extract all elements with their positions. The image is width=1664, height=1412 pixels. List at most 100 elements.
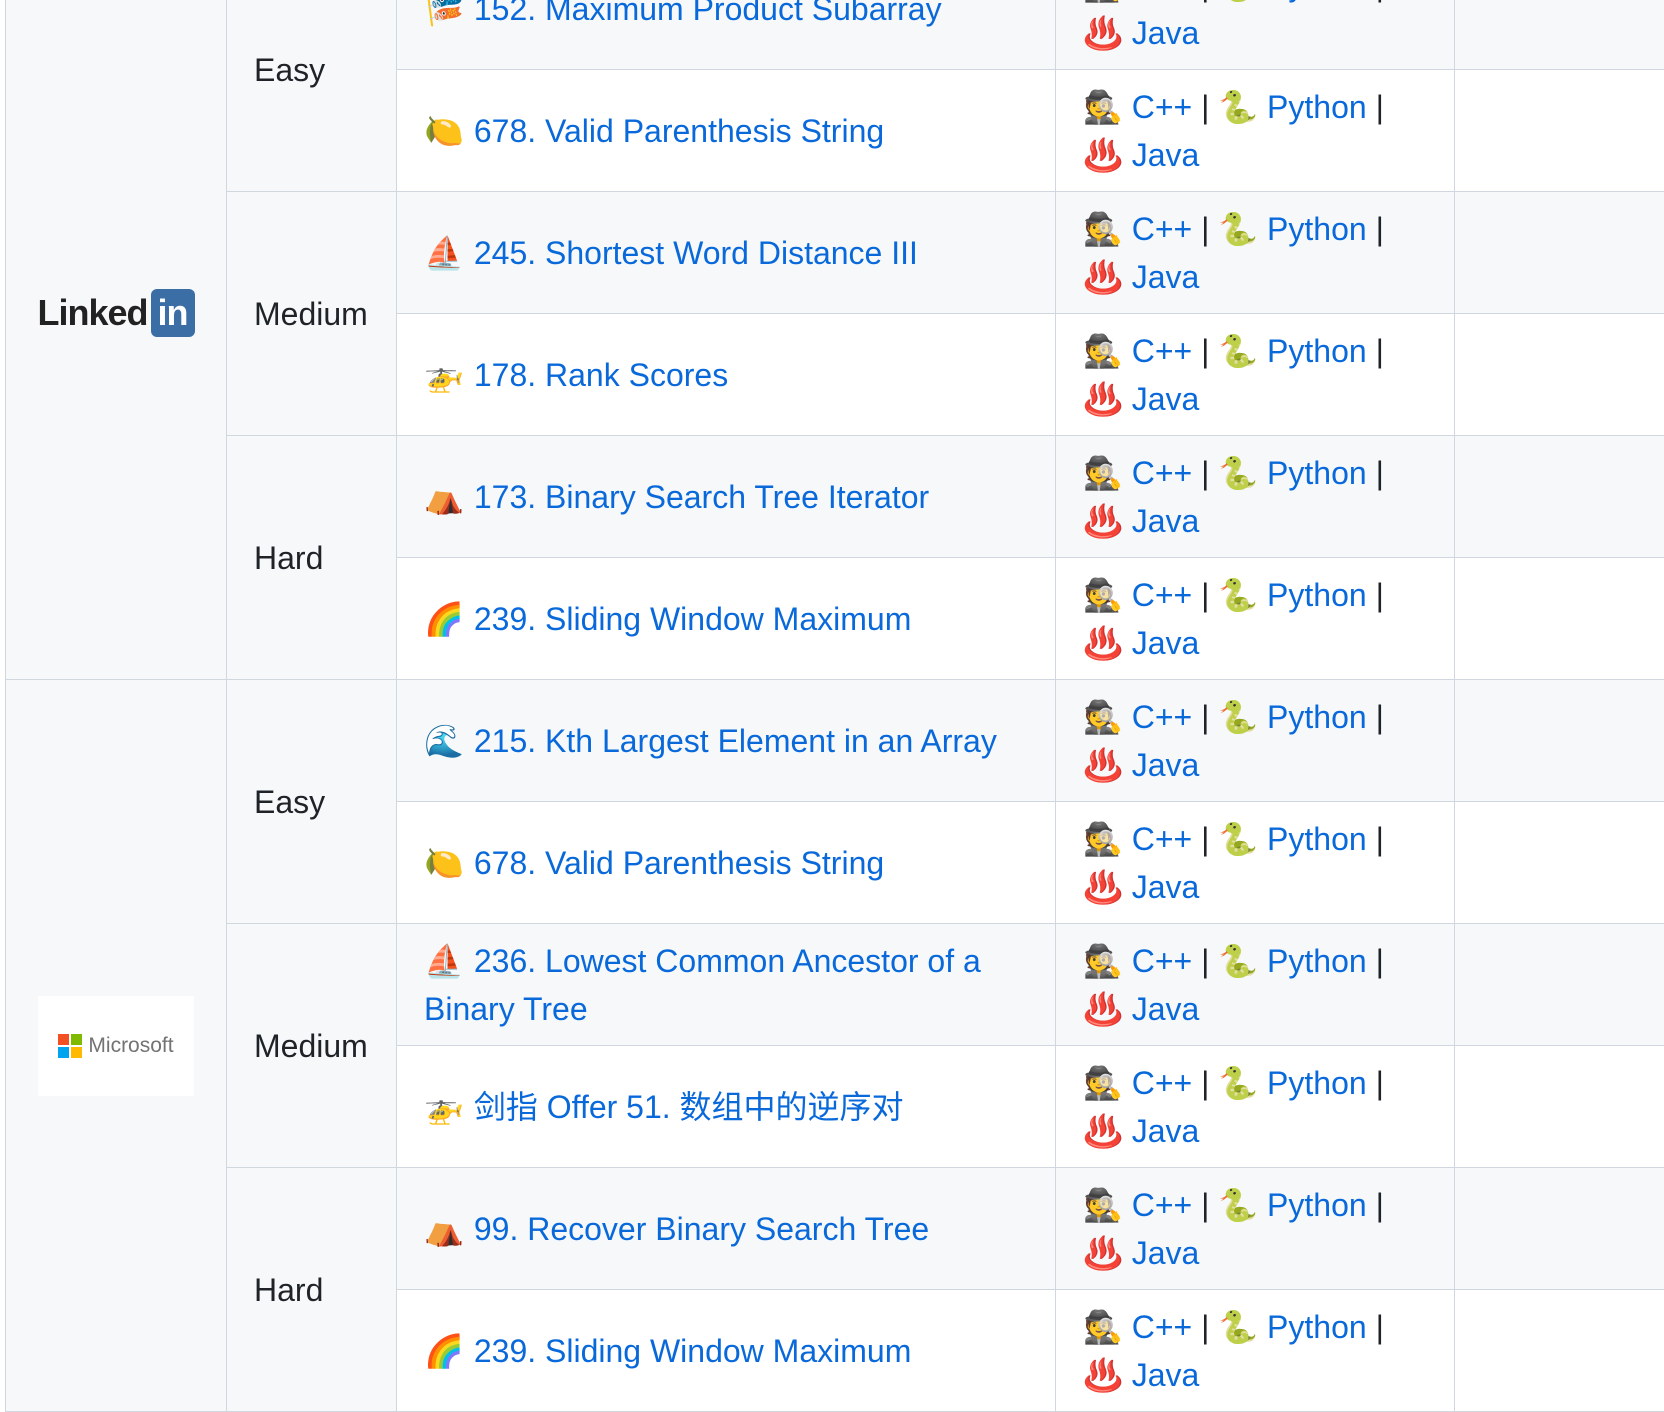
language-link[interactable]: C++ [1132, 1309, 1192, 1345]
language-icon: ♨️ [1083, 381, 1123, 417]
problem-link[interactable]: 678. Valid Parenthesis String [474, 113, 884, 149]
separator: | [1376, 1065, 1384, 1101]
problem-link[interactable]: 678. Valid Parenthesis String [474, 845, 884, 881]
problem-link[interactable]: 236. Lowest Common Ancestor of a Binary … [424, 943, 981, 1027]
problem-link[interactable]: 剑指 Offer 51. 数组中的逆序对 [474, 1089, 904, 1125]
language-icon: 🕵️ [1083, 89, 1123, 125]
problem-icon: ⛺ [424, 1211, 464, 1247]
language-link[interactable]: Python [1267, 699, 1367, 735]
problem-cell: 🌈239. Sliding Window Maximum [397, 1290, 1056, 1412]
language-link[interactable]: C++ [1132, 1065, 1192, 1101]
separator: | [1201, 821, 1209, 857]
language-link[interactable]: C++ [1132, 943, 1192, 979]
level-cell: Medium [227, 192, 397, 436]
separator: | [1201, 0, 1209, 3]
language-link[interactable]: C++ [1132, 0, 1192, 3]
problem-link[interactable]: 215. Kth Largest Element in an Array [474, 723, 997, 759]
language-icon: 🐍 [1218, 455, 1258, 491]
language-link[interactable]: C++ [1132, 577, 1192, 613]
problem-link[interactable]: 99. Recover Binary Search Tree [474, 1211, 929, 1247]
problem-cell: 🚁 178. Rank Scores [397, 314, 1056, 436]
problem-icon: ⛵ [424, 943, 464, 979]
language-link[interactable]: Java [1132, 15, 1200, 51]
level-cell: Medium [227, 924, 397, 1168]
level: Easy [254, 784, 325, 820]
logo-square [58, 1034, 69, 1045]
language-link[interactable]: Java [1132, 991, 1200, 1027]
logo-square [71, 1034, 82, 1045]
level-cell: Easy [227, 680, 397, 924]
level-cell: Hard [227, 436, 397, 680]
language-link[interactable]: Java [1132, 259, 1200, 295]
language-link[interactable]: Java [1132, 869, 1200, 905]
separator: | [1201, 333, 1209, 369]
language-link[interactable]: Python [1267, 577, 1367, 613]
language-link[interactable]: C++ [1132, 699, 1192, 735]
problem-link[interactable]: 239. Sliding Window Maximum [474, 1333, 912, 1369]
language-icon: ♨️ [1083, 259, 1123, 295]
language-icon: 🐍 [1218, 943, 1258, 979]
separator: | [1376, 577, 1384, 613]
language-link[interactable]: Python [1267, 1187, 1367, 1223]
level: Hard [254, 540, 323, 576]
empty-cell [1455, 1046, 1664, 1168]
language-icon: ♨️ [1083, 503, 1123, 539]
language-icon: 🐍 [1218, 699, 1258, 735]
language-link[interactable]: Python [1267, 455, 1367, 491]
problem-link[interactable]: 239. Sliding Window Maximum [474, 601, 912, 637]
problem-icon: 🌊 [424, 723, 464, 759]
separator: | [1201, 89, 1209, 125]
language-link[interactable]: Python [1267, 0, 1367, 3]
problem-icon: 🚁 [424, 357, 464, 393]
solution-cell: 🕵️ C++ | 🐍 Python | ♨️ Java [1056, 558, 1455, 680]
solution-cell: 🕵️ C++ | 🐍 Python | ♨️ Java [1056, 436, 1455, 558]
language-link[interactable]: Java [1132, 747, 1200, 783]
language-link[interactable]: Python [1267, 943, 1367, 979]
language-link[interactable]: Java [1132, 381, 1200, 417]
language-link[interactable]: Java [1132, 1235, 1200, 1271]
language-link[interactable]: Java [1132, 503, 1200, 539]
language-icon: ♨️ [1083, 625, 1123, 661]
language-link[interactable]: C++ [1132, 455, 1192, 491]
language-link[interactable]: Java [1132, 137, 1200, 173]
empty-cell [1455, 1168, 1664, 1290]
language-link[interactable]: Python [1267, 333, 1367, 369]
solution-cell: 🕵️ C++ | 🐍 Python | ♨️ Java [1056, 1290, 1455, 1412]
problem-link[interactable]: 178. Rank Scores [474, 357, 728, 393]
empty-cell [1455, 436, 1664, 558]
separator: | [1376, 89, 1384, 125]
language-link[interactable]: Python [1267, 1309, 1367, 1345]
language-link[interactable]: Python [1267, 821, 1367, 857]
problem-cell: 🍋678. Valid Parenthesis String [397, 70, 1056, 192]
problem-link[interactable]: 152. Maximum Product Subarray [474, 0, 942, 27]
language-icon: 🐍 [1218, 1065, 1258, 1101]
language-link[interactable]: C++ [1132, 1187, 1192, 1223]
problem-cell: 🌈239. Sliding Window Maximum [397, 558, 1056, 680]
problem-link[interactable]: 173. Binary Search Tree Iterator [474, 479, 929, 515]
language-link[interactable]: Java [1132, 625, 1200, 661]
language-link[interactable]: Python [1267, 1065, 1367, 1101]
language-icon: ♨️ [1083, 1235, 1123, 1271]
language-link[interactable]: Java [1132, 1113, 1200, 1149]
logo-text: Microsoft [88, 1022, 173, 1070]
problem-cell: 🍋678. Valid Parenthesis String [397, 802, 1056, 924]
language-icon: 🕵️ [1083, 0, 1123, 3]
language-link[interactable]: C++ [1132, 821, 1192, 857]
language-link[interactable]: Python [1267, 89, 1367, 125]
language-icon: 🐍 [1218, 577, 1258, 613]
empty-cell [1455, 680, 1664, 802]
language-link[interactable]: Java [1132, 1357, 1200, 1393]
separator: | [1201, 455, 1209, 491]
empty-cell [1455, 70, 1664, 192]
language-link[interactable]: C++ [1132, 211, 1192, 247]
language-icon: 🕵️ [1083, 333, 1123, 369]
solution-cell: 🕵️ C++ | 🐍 Python | ♨️ Java [1056, 802, 1455, 924]
language-link[interactable]: Python [1267, 211, 1367, 247]
language-link[interactable]: C++ [1132, 89, 1192, 125]
language-link[interactable]: C++ [1132, 333, 1192, 369]
problem-link[interactable]: 245. Shortest Word Distance III [474, 235, 918, 271]
separator: | [1376, 0, 1384, 3]
